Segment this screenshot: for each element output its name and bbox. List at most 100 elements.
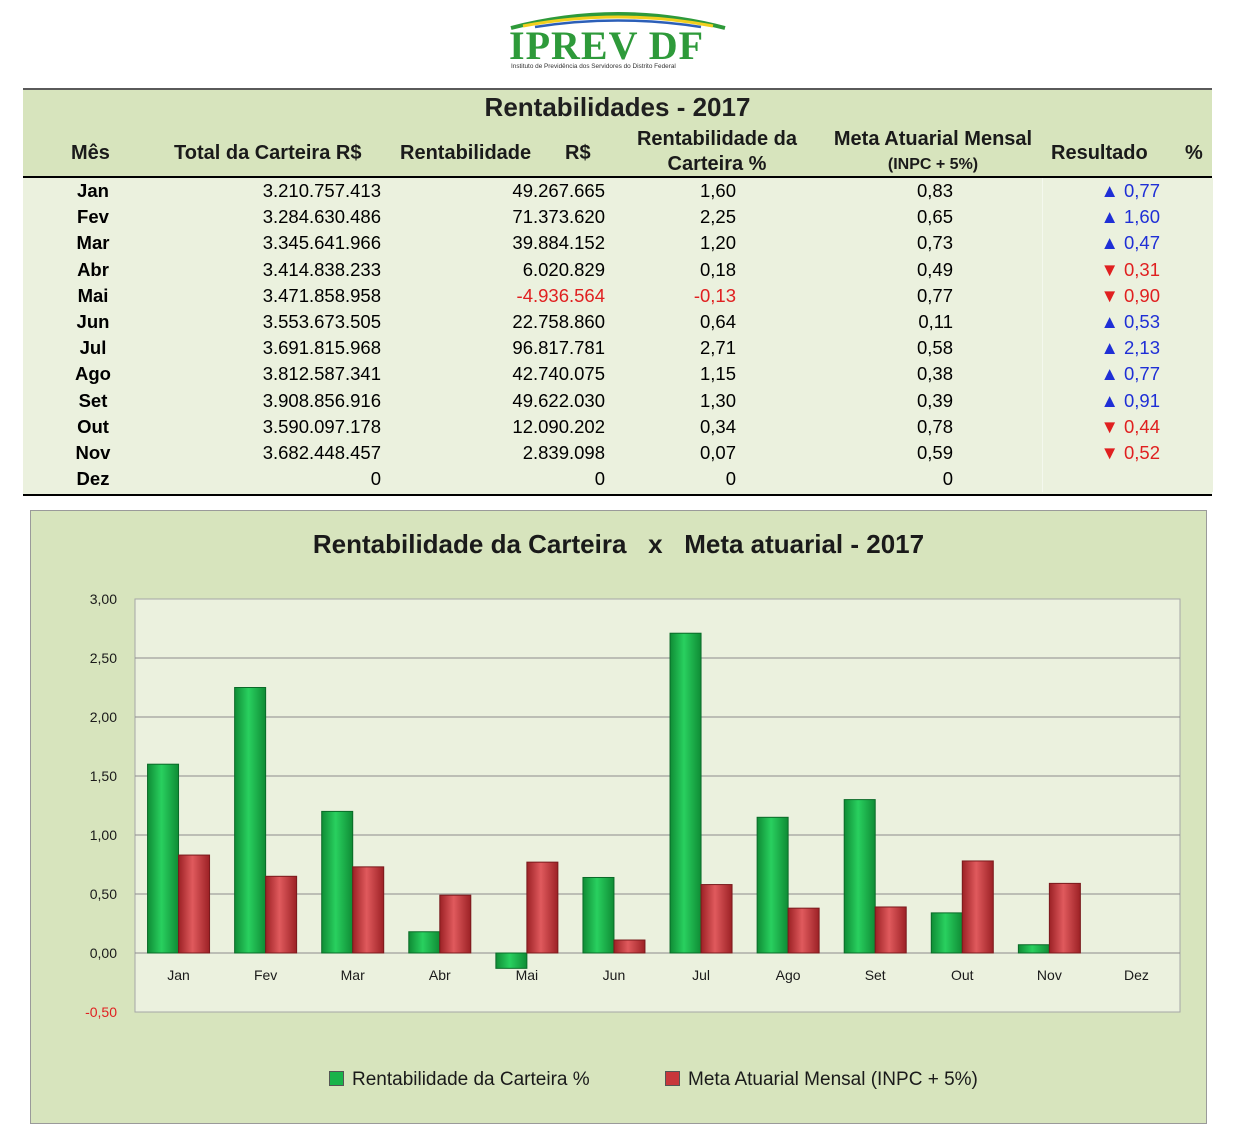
cell-resultado: ▲ 1,60 [1100,206,1160,228]
legend-label-rentabilidade: Rentabilidade da Carteira % [352,1069,590,1090]
cell-rentabilidade: 2.839.098 [522,442,605,463]
cell-meta: 0,11 [918,311,953,332]
cell-mes: Jan [77,180,109,201]
header-rentabilidade: Rentabilidade [400,142,532,164]
table-row: Jun 3.553.673.505 22.758.860 0,64 0,11 ▲ 0,53 [23,309,1212,335]
bar-meta [265,875,298,954]
header-resultado: Resultado [1051,142,1148,164]
rentabilidades-table: Rentabilidades - 2017 Mês Total da Carte… [23,88,1213,496]
table-row: Mai 3.471.858.958 -4.936.564 -0,13 0,77 ▼ 0,9… [23,283,1212,309]
cell-resultado: ▲ 0,77 [1100,180,1160,201]
iprev-df-logo: IPREV DF Instituto de Previdência dos Se… [505,6,731,74]
logo-subtitle: Instituto de Previdência dos Servidores … [511,63,676,70]
x-tick-label: Mar [341,967,365,983]
cell-rent-pct: 2,71 [699,337,736,359]
chart-area: Rentabilidade da Carteira x Meta atuaria… [30,510,1207,1124]
cell-resultado: ▼ 0,31 [1100,258,1160,280]
header-total-carteira: Total da Carteira R$ [174,142,362,164]
bar-meta [613,939,646,954]
bar-meta [700,884,733,954]
cell-total: 3.284.630.486 [262,206,381,228]
gridlines [135,657,1180,954]
bar-rentabilidade [147,763,180,954]
cell-meta: 0,59 [916,442,953,463]
x-tick-label: Jun [603,967,626,983]
bar-rentabilidade [669,632,702,954]
cell-resultado: ▼ 0,90 [1100,284,1160,306]
header-mes: Mês [71,142,110,164]
cell-meta: 0,49 [916,258,953,280]
cell-total: 3.812.587.341 [262,363,381,385]
bars [147,632,1081,969]
cell-rentabilidade: 6.020.829 [522,258,605,280]
cell-rent-pct: 1,60 [699,180,736,201]
cell-total: 3.682.448.457 [262,442,381,463]
resultado-column [1042,178,1213,492]
bar-meta [1048,882,1081,954]
y-axis: 3,00 2,50 2,00 1,50 1,00 0,50 0,00 -0,50 [85,591,117,1020]
x-axis: Jan Fev Mar Abr Mai Jun Jul Ago Set Out Nov Dez [167,967,1149,983]
cell-mes: Nov [75,442,111,463]
bar-rentabilidade [843,799,876,954]
y-tick-label: 1,00 [90,827,117,843]
header-rent-carteira: Rentabilidade da Carteira % [627,127,807,177]
cell-rentabilidade: 22.758.860 [512,311,605,332]
table-row: Jul 3.691.815.968 96.817.781 2,71 0,58 ▲ 2,13 [23,335,1212,361]
y-tick-label: -0,50 [85,1004,117,1020]
cell-meta: 0,38 [916,363,953,385]
logo-arc-icon [510,12,726,30]
cell-rent-pct: 1,20 [699,232,736,254]
cell-rent-pct: 0 [725,468,736,490]
cell-meta: 0,65 [916,206,953,228]
bar-rentabilidade [1017,944,1050,954]
x-tick-label: Abr [429,967,451,983]
cell-meta: 0,73 [916,232,953,254]
table-row: Jan 3.210.757.413 49.267.665 1,60 0,83 ▲ 0,77 [23,178,1212,204]
cell-resultado: ▲ 0,91 [1100,389,1160,411]
y-tick-label: 0,50 [90,886,117,902]
cell-total: 3.414.838.233 [262,258,381,280]
plot-area [134,598,1181,1013]
cell-mes: Dez [76,468,110,490]
legend-item-meta: Meta Atuarial Mensal (INPC + 5%) [665,1069,978,1091]
header-meta-atuarial: Meta Atuarial Mensal (INPC + 5%) [823,127,1043,177]
bar-meta [787,907,820,954]
chart-title: Rentabilidade da Carteira x Meta atuaria… [312,529,925,559]
bar-chart: 3,00 2,50 2,00 1,50 1,00 0,50 0,00 -0,50 Jan Fev… [85,591,1181,1020]
bar-rentabilidade [408,931,441,954]
cell-total: 3.908.856.916 [262,389,381,411]
cell-rentabilidade: 39.884.152 [512,232,605,254]
x-tick-label: Nov [1037,967,1062,983]
table-title: Rentabilidades - 2017 [484,92,751,122]
cell-mes: Jul [79,337,107,359]
legend-item-rentabilidade: Rentabilidade da Carteira % [329,1069,590,1091]
cell-rent-pct: 1,30 [699,389,736,411]
cell-total: 3.553.673.505 [262,311,381,332]
bar-rentabilidade [234,687,267,954]
cell-resultado: ▲ 0,53 [1100,311,1160,332]
bar-meta [526,861,559,954]
cell-total: 3.590.097.178 [262,415,381,437]
y-tick-label: 2,00 [90,709,117,725]
header-meta-line2: (INPC + 5%) [887,156,979,173]
x-tick-label: Dez [1124,967,1149,983]
y-tick-label: 3,00 [90,591,117,607]
cell-meta: 0,77 [916,284,953,306]
y-tick-label: 2,50 [90,650,117,666]
cell-mes: Abr [77,258,109,280]
cell-mes: Mar [76,232,110,254]
cell-total: 3.210.757.413 [262,180,381,201]
bar-rentabilidade [495,952,528,969]
legend-swatch-green [329,1071,344,1086]
bar-rentabilidade [930,912,963,954]
y-tick-label: 1,50 [90,768,117,784]
bar-meta [439,894,472,954]
table-row: Set 3.908.856.916 49.622.030 1,30 0,39 ▲ 0,91 [23,388,1212,414]
cell-rentabilidade: 96.817.781 [512,337,605,359]
cell-meta: 0,58 [916,337,953,359]
cell-rent-pct: 1,15 [699,363,736,385]
cell-rent-pct: 0,07 [699,442,736,463]
cell-rent-pct: 0,64 [699,311,736,332]
cell-rentabilidade: 42.740.075 [512,363,605,385]
cell-total: 0 [370,468,381,490]
